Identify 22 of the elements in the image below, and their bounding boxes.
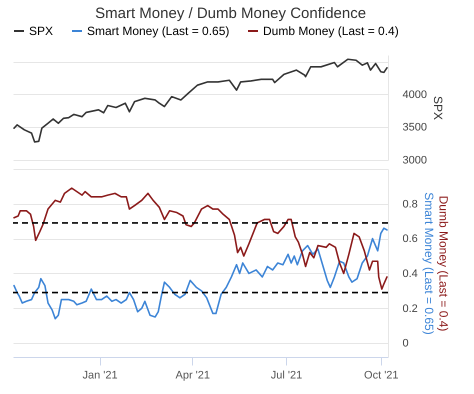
legend-label: Smart Money (Last = 0.65) [87,24,230,38]
y-tick-label: 4000 [402,88,427,101]
x-tick-label: Jan '21 [82,370,118,382]
legend-label: Dumb Money (Last = 0.4) [263,24,399,38]
y-tick-label: 3500 [402,122,427,134]
x-tick-label: Oct '21 [364,370,399,382]
x-tick-label: Jul '21 [270,370,302,382]
y-tick-label: 0.2 [402,302,418,315]
y-tick-label: 3000 [402,154,427,166]
legend-label: SPX [29,24,54,38]
x-tick-label: Apr '21 [176,370,210,382]
y-tick-label: 0.4 [402,268,418,280]
y-axis-title: Smart Money (Last = 0.65) [422,192,436,335]
line-series [13,58,388,143]
line-series [13,227,388,320]
y-tick-label: 0.6 [402,233,418,246]
y-axis-title: SPX [430,96,445,120]
line-series [13,187,388,290]
y-tick-label: 0 [402,338,409,350]
chart-title: Smart Money / Dumb Money Confidence [95,5,366,22]
y-tick-label: 0.8 [402,198,418,210]
y2-axis-title: Dumb Money (Last = 0.4) [436,196,450,332]
